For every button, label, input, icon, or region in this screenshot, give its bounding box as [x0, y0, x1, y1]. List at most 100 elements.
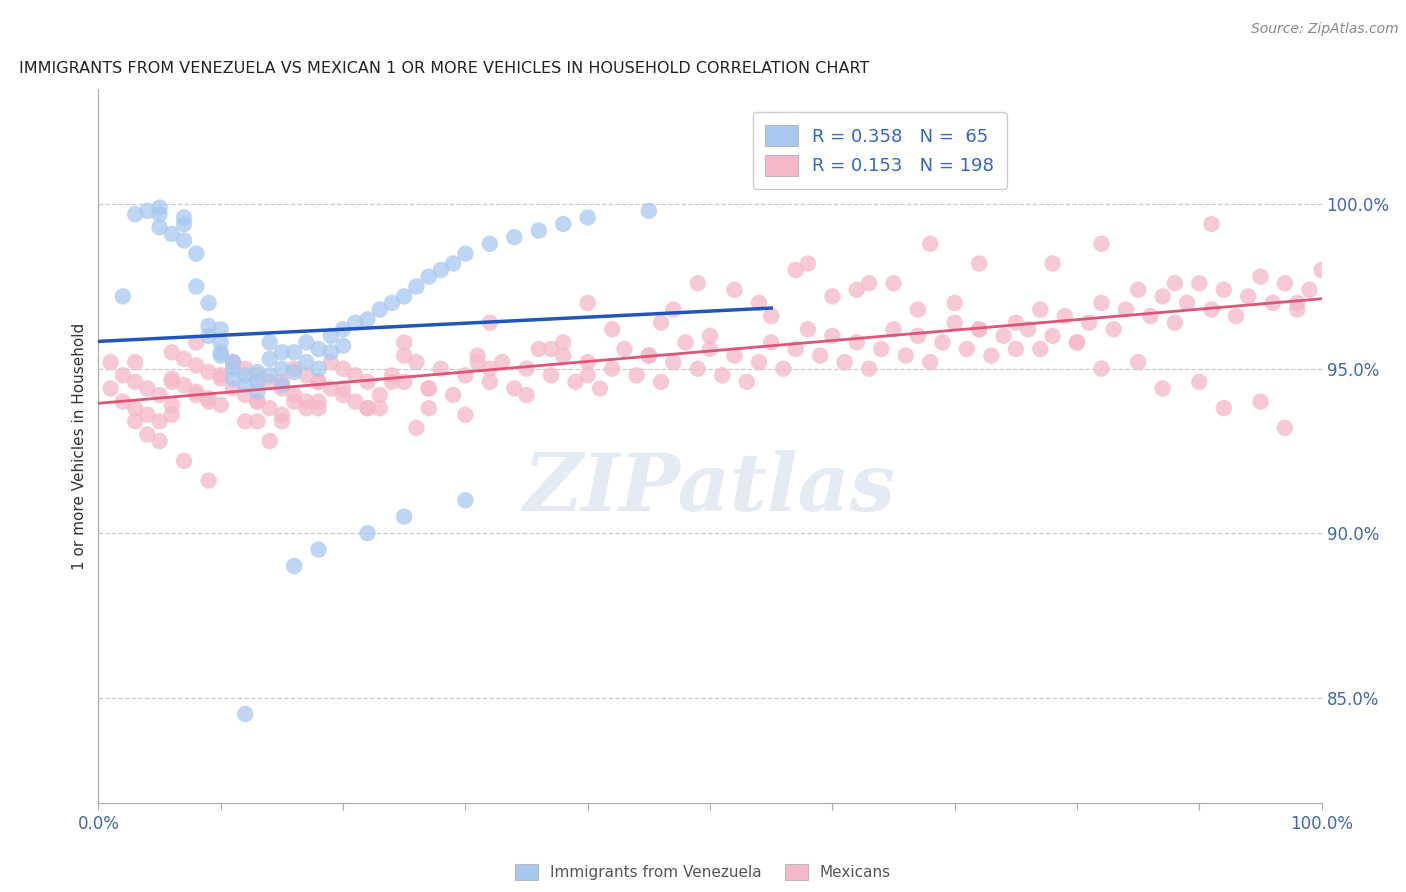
Point [894, 349, 917, 363]
Point [270, 375, 294, 389]
Point [283, 345, 305, 359]
Point [1004, 316, 1026, 330]
Point [626, 368, 648, 383]
Point [576, 211, 599, 225]
Point [149, 220, 172, 235]
Point [1212, 283, 1234, 297]
Point [686, 277, 709, 291]
Point [356, 401, 378, 416]
Point [368, 401, 391, 416]
Point [209, 368, 232, 383]
Point [723, 349, 745, 363]
Point [295, 394, 318, 409]
Point [259, 351, 281, 366]
Point [149, 207, 172, 221]
Point [405, 355, 427, 369]
Point [233, 706, 256, 721]
Point [920, 355, 942, 369]
Point [748, 296, 770, 310]
Point [392, 509, 416, 524]
Point [785, 263, 807, 277]
Point [233, 368, 256, 383]
Point [797, 256, 820, 270]
Point [553, 349, 575, 363]
Point [1090, 361, 1112, 376]
Point [173, 378, 195, 392]
Point [233, 388, 256, 402]
Point [454, 408, 477, 422]
Point [197, 318, 219, 333]
Point [956, 342, 979, 356]
Point [368, 302, 391, 317]
Point [638, 203, 661, 218]
Point [111, 289, 134, 303]
Legend: Immigrants from Venezuela, Mexicans: Immigrants from Venezuela, Mexicans [515, 864, 891, 880]
Point [186, 388, 208, 402]
Point [405, 421, 427, 435]
Point [1164, 277, 1187, 291]
Point [136, 408, 159, 422]
Point [246, 384, 269, 399]
Point [441, 256, 464, 270]
Point [381, 296, 404, 310]
Point [197, 365, 219, 379]
Point [283, 361, 305, 376]
Point [124, 375, 146, 389]
Point [1286, 302, 1309, 317]
Point [1042, 328, 1064, 343]
Point [283, 388, 305, 402]
Point [186, 279, 208, 293]
Point [308, 394, 330, 409]
Point [527, 224, 550, 238]
Point [1139, 309, 1161, 323]
Point [283, 365, 305, 379]
Point [111, 394, 134, 409]
Point [527, 342, 550, 356]
Point [173, 234, 195, 248]
Point [1310, 263, 1333, 277]
Point [1286, 296, 1309, 310]
Point [1128, 355, 1150, 369]
Point [650, 375, 672, 389]
Point [1152, 381, 1174, 395]
Point [173, 454, 195, 468]
Point [600, 361, 623, 376]
Point [1225, 309, 1247, 323]
Point [222, 355, 245, 369]
Point [246, 394, 269, 409]
Point [1066, 335, 1088, 350]
Point [209, 322, 232, 336]
Point [1102, 322, 1125, 336]
Point [845, 283, 868, 297]
Point [124, 401, 146, 416]
Point [233, 378, 256, 392]
Point [160, 227, 183, 241]
Point [883, 322, 905, 336]
Point [356, 401, 378, 416]
Point [1004, 342, 1026, 356]
Point [1249, 394, 1271, 409]
Point [222, 355, 245, 369]
Point [931, 335, 953, 350]
Point [259, 401, 281, 416]
Point [405, 279, 427, 293]
Point [638, 349, 661, 363]
Point [576, 355, 599, 369]
Point [270, 361, 294, 376]
Point [233, 361, 256, 376]
Point [1152, 289, 1174, 303]
Point [295, 368, 318, 383]
Point [392, 349, 416, 363]
Text: IMMIGRANTS FROM VENEZUELA VS MEXICAN 1 OR MORE VEHICLES IN HOUSEHOLD CORRELATION: IMMIGRANTS FROM VENEZUELA VS MEXICAN 1 O… [18, 61, 869, 76]
Point [467, 349, 489, 363]
Point [1249, 269, 1271, 284]
Point [993, 328, 1015, 343]
Point [283, 394, 305, 409]
Point [650, 316, 672, 330]
Point [1188, 375, 1211, 389]
Point [344, 394, 367, 409]
Point [308, 361, 330, 376]
Point [870, 342, 893, 356]
Point [576, 296, 599, 310]
Point [1053, 309, 1076, 323]
